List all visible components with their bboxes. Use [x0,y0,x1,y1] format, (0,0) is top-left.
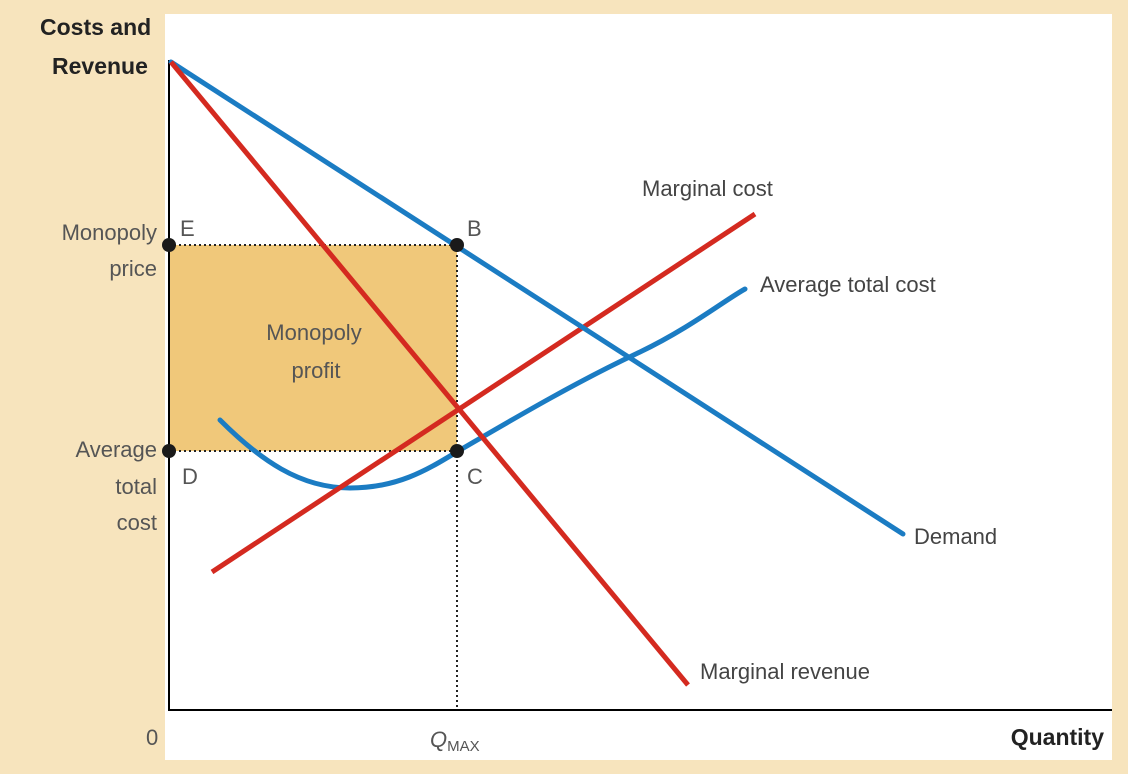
atc-label-line2: total [115,474,157,499]
y-axis-title-line1: Costs and [40,14,151,40]
x-axis-title: Quantity [1011,724,1104,750]
monopoly-profit-label-line2: profit [292,358,341,383]
marginal-cost-curve [210,211,757,575]
atc-label-line1: Average [75,437,157,462]
monopoly-price-label-line2: price [109,256,157,281]
point-e [162,238,176,252]
monopoly-price-label-line1: Monopoly [62,220,157,245]
point-b-label: B [467,216,482,241]
point-d-label: D [182,464,198,489]
point-b [450,238,464,252]
point-c-label: C [467,464,483,489]
average-total-cost-label: Average total cost [760,272,936,297]
atc-label-line3: cost [117,510,157,535]
qmax-main: Q [430,727,447,752]
demand-label: Demand [914,524,997,549]
origin-label: 0 [146,725,158,750]
marginal-revenue-curve [169,60,690,687]
qmax-subscript: MAX [447,738,480,755]
qmax-label: QMAX [430,727,480,755]
marginal-cost-label: Marginal cost [642,176,773,201]
point-d [162,444,176,458]
point-e-label: E [180,216,195,241]
monopoly-profit-label-line1: Monopoly [266,320,361,345]
demand-curve [168,59,906,537]
marginal-revenue-label: Marginal revenue [700,659,870,684]
monopoly-profit-area [169,245,457,451]
point-c [450,444,464,458]
y-axis-title-line2: Revenue [52,53,148,79]
